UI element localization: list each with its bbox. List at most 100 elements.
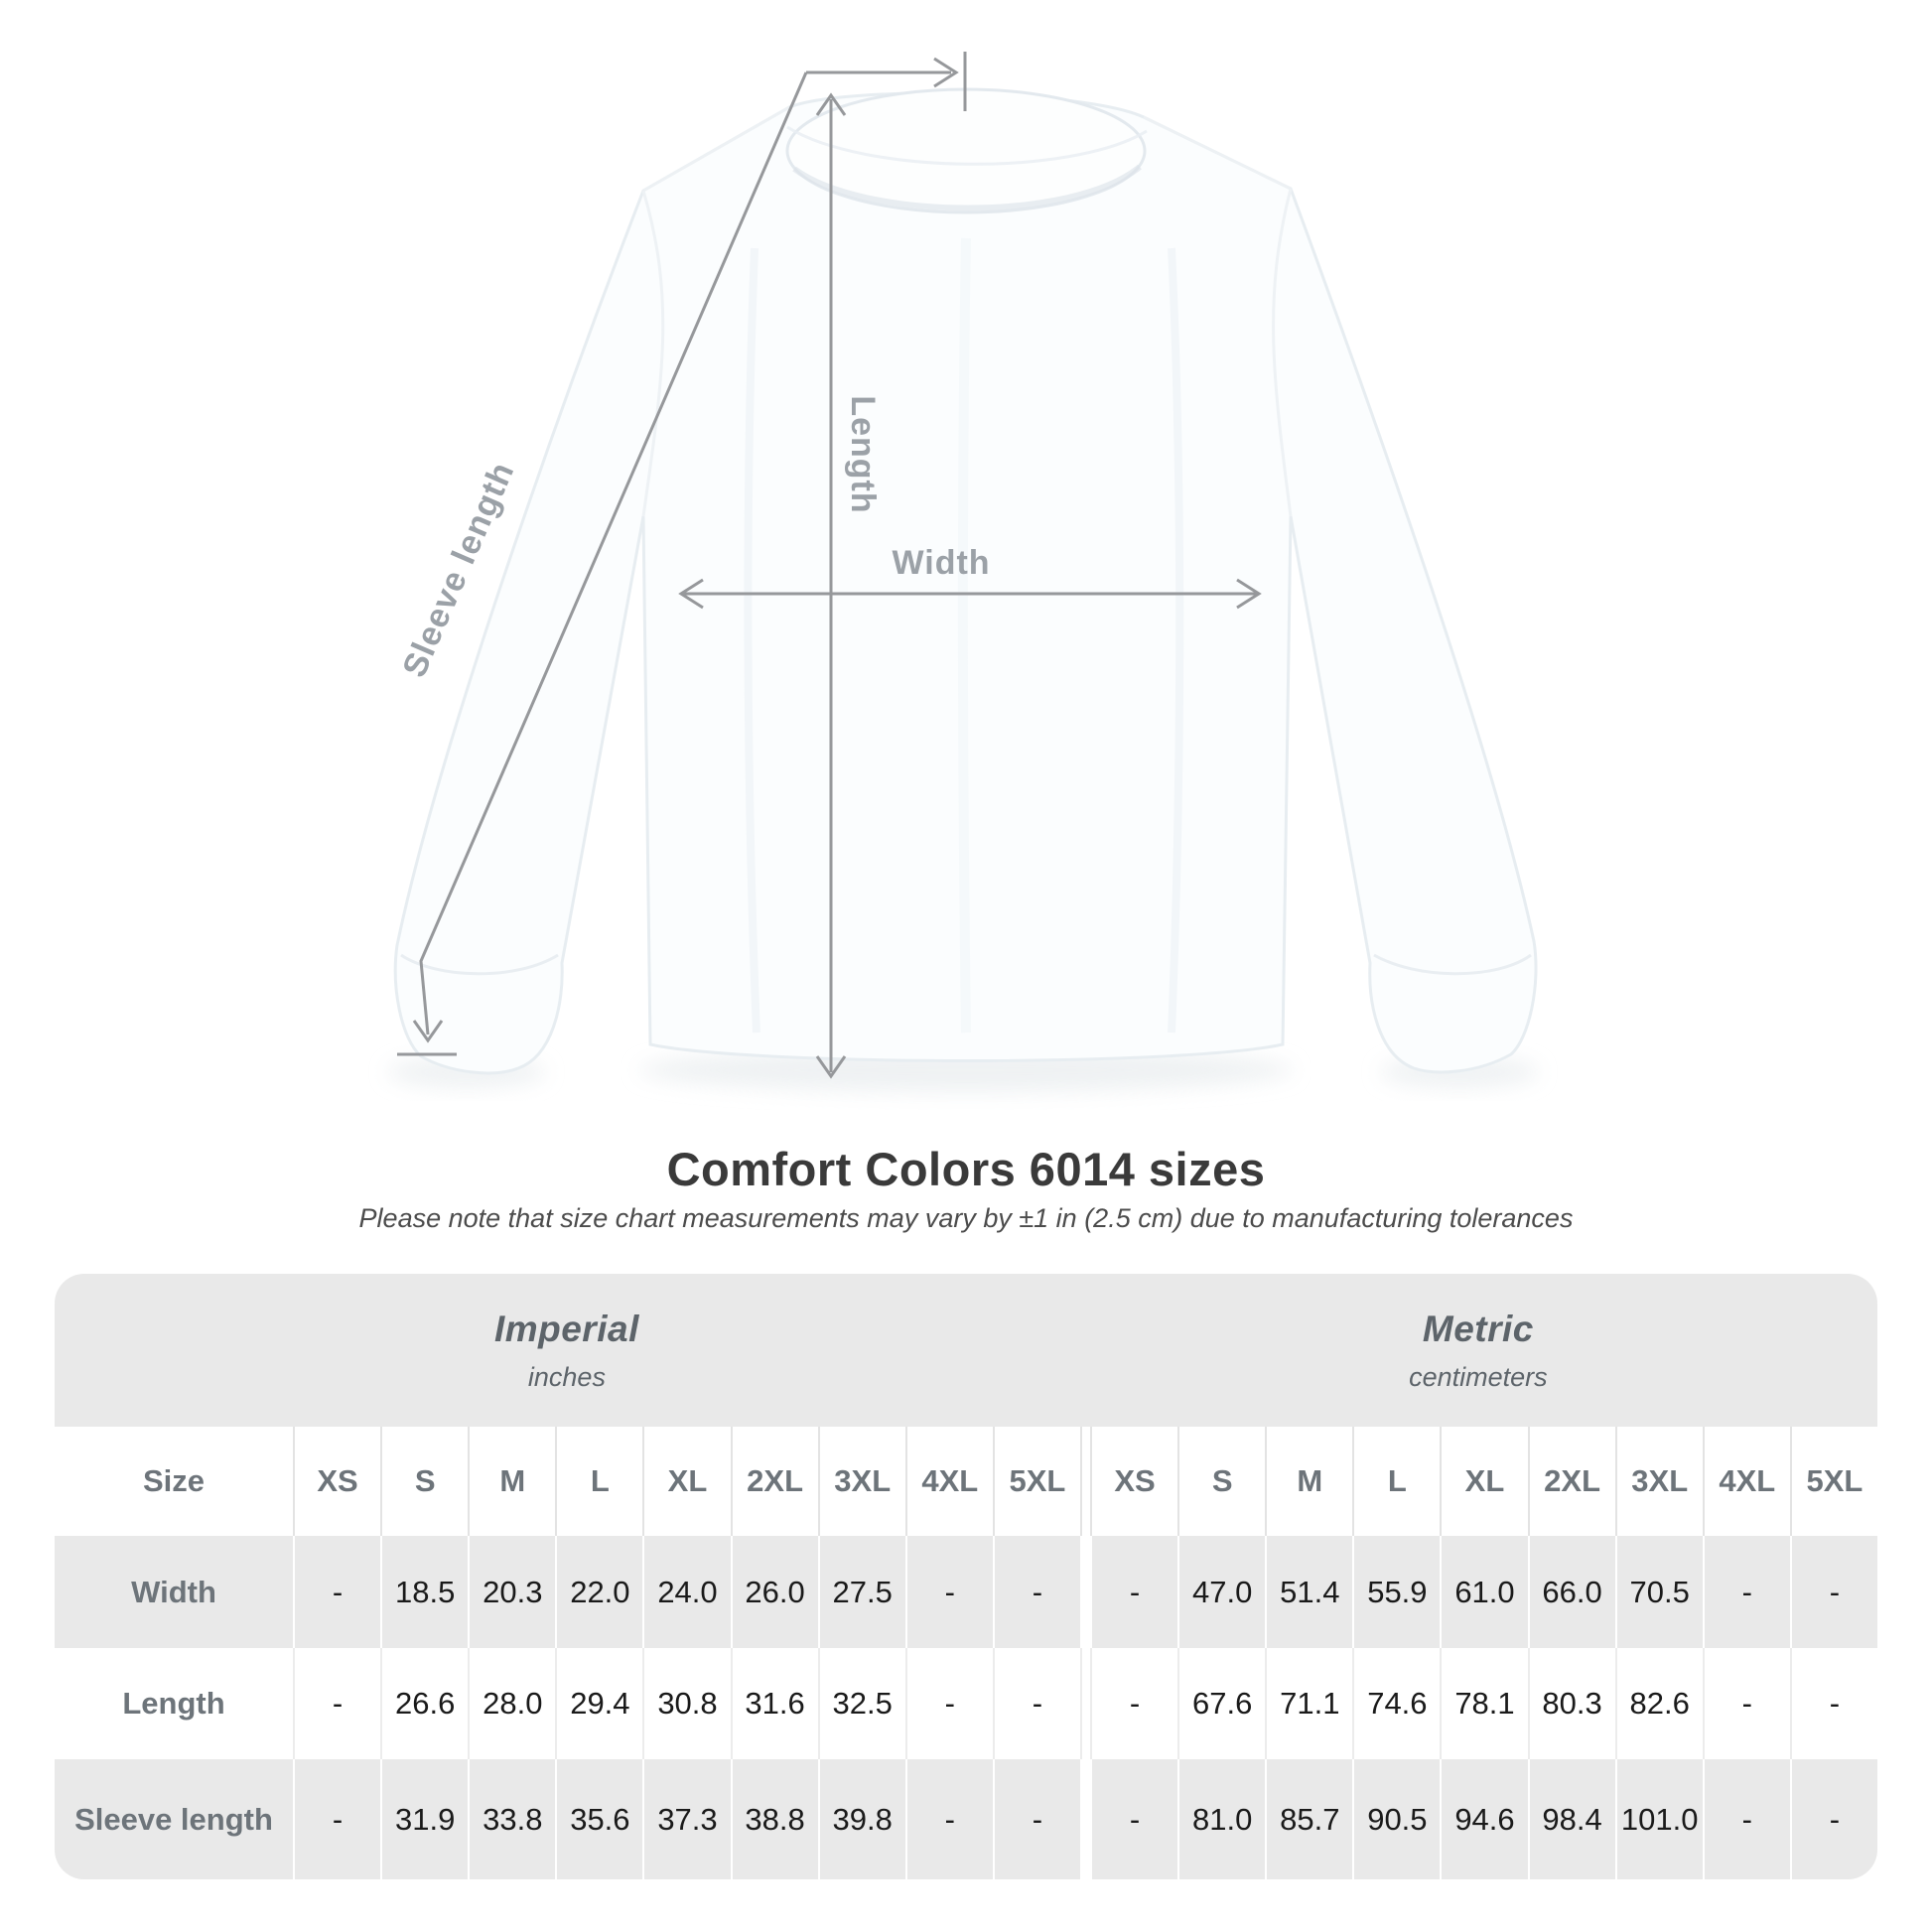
value-cell: 27.5 — [817, 1536, 905, 1648]
value-cell: 32.5 — [817, 1648, 905, 1759]
value-cell: 80.3 — [1527, 1648, 1615, 1759]
metric-header: Metric centimeters — [1079, 1274, 1877, 1427]
table-row: Length -26.6 28.0 29.4 30.8 31.6 32.5- - -67.6 71… — [55, 1648, 1877, 1759]
value-cell: - — [1702, 1759, 1790, 1879]
size-col-header: 4XL — [1702, 1427, 1790, 1536]
value-cell: 47.0 — [1177, 1536, 1265, 1648]
value-cell: - — [904, 1536, 993, 1648]
value-cell: 66.0 — [1527, 1536, 1615, 1648]
shirt-illustration — [393, 87, 1538, 1075]
group-divider — [1080, 1759, 1090, 1879]
value-cell: 78.1 — [1440, 1648, 1527, 1759]
shoulder-arrow — [806, 52, 967, 111]
imperial-subtitle: inches — [527, 1361, 606, 1392]
value-cell: - — [1789, 1759, 1877, 1879]
page-title: Comfort Colors 6014 sizes — [666, 1143, 1266, 1195]
value-cell: 55.9 — [1352, 1536, 1440, 1648]
row-label: Width — [131, 1574, 216, 1609]
value-cell: 37.3 — [642, 1759, 730, 1879]
row-label: Length — [122, 1686, 225, 1721]
size-col-header: 2XL — [1527, 1427, 1615, 1536]
value-cell: 67.6 — [1177, 1648, 1265, 1759]
value-cell: 82.6 — [1614, 1648, 1703, 1759]
value-cell: 94.6 — [1440, 1759, 1527, 1879]
value-cell: - — [293, 1536, 380, 1648]
value-cell: - — [1090, 1759, 1177, 1879]
size-col-header: S — [1177, 1427, 1265, 1536]
value-cell: 26.6 — [380, 1648, 468, 1759]
size-col-header: L — [555, 1427, 642, 1536]
size-col-header: 5XL — [1789, 1427, 1877, 1536]
size-col-header: 3XL — [1614, 1427, 1703, 1536]
value-cell: - — [1090, 1536, 1177, 1648]
value-cell: 35.6 — [555, 1759, 642, 1879]
row-label: Sleeve length — [74, 1801, 273, 1837]
value-cell: 101.0 — [1614, 1759, 1703, 1879]
value-cell: 31.9 — [380, 1759, 468, 1879]
value-cell: 51.4 — [1265, 1536, 1352, 1648]
value-cell: - — [1702, 1648, 1790, 1759]
value-cell: - — [992, 1648, 1080, 1759]
value-cell: 18.5 — [380, 1536, 468, 1648]
value-cell: - — [293, 1759, 380, 1879]
value-cell: 61.0 — [1440, 1536, 1527, 1648]
value-cell: 81.0 — [1177, 1759, 1265, 1879]
value-cell: 39.8 — [817, 1759, 905, 1879]
value-cell: 26.0 — [730, 1536, 818, 1648]
table-row: Width -18.5 20.3 22.0 24.0 26.0 27.5- - -47.0 51.… — [55, 1536, 1877, 1648]
value-cell: 98.4 — [1527, 1759, 1615, 1879]
value-cell: - — [1090, 1648, 1177, 1759]
value-cell: - — [992, 1759, 1080, 1879]
value-cell: - — [1702, 1536, 1790, 1648]
table-row: Size XS S M L XL 2XL 3XL 4XL 5XL XS S M L XL 2XL 3XL 4XL 5… — [55, 1427, 1877, 1536]
size-col-header: L — [1352, 1427, 1440, 1536]
size-col-header: 5XL — [992, 1427, 1080, 1536]
value-cell: 33.8 — [468, 1759, 555, 1879]
size-col-header: S — [380, 1427, 468, 1536]
length-arrow — [815, 92, 847, 1079]
value-cell: 71.1 — [1265, 1648, 1352, 1759]
sleeve-length-arrow — [397, 71, 808, 1056]
tolerance-note: Please note that size chart measurements… — [358, 1203, 1574, 1233]
value-cell: 70.5 — [1614, 1536, 1703, 1648]
width-label: Width — [892, 544, 990, 582]
shirt-measurement-diagram: Sleeve length Length Width — [387, 52, 1539, 1092]
size-col-header: 2XL — [730, 1427, 818, 1536]
size-col-header: XS — [1090, 1427, 1177, 1536]
value-cell: 24.0 — [642, 1536, 730, 1648]
group-divider — [1080, 1536, 1090, 1648]
value-cell: 28.0 — [468, 1648, 555, 1759]
size-header: Size — [142, 1463, 206, 1498]
value-cell: 20.3 — [468, 1536, 555, 1648]
size-col-header: M — [468, 1427, 555, 1536]
width-arrow — [678, 578, 1262, 610]
size-col-header: 3XL — [817, 1427, 905, 1536]
value-cell: - — [992, 1536, 1080, 1648]
size-col-header: XL — [1440, 1427, 1527, 1536]
value-cell: 38.8 — [730, 1759, 818, 1879]
size-table-grid: Size XS S M L XL 2XL 3XL 4XL 5XL XS S M L XL 2XL 3XL 4XL 5… — [55, 1427, 1877, 1879]
value-cell: - — [1789, 1536, 1877, 1648]
value-cell: 30.8 — [642, 1648, 730, 1759]
size-col-header: 4XL — [904, 1427, 993, 1536]
value-cell: 22.0 — [555, 1536, 642, 1648]
value-cell: - — [904, 1759, 993, 1879]
metric-subtitle: centimeters — [1409, 1361, 1548, 1392]
size-col-header: XS — [293, 1427, 380, 1536]
group-divider — [1080, 1648, 1090, 1759]
size-table: Imperial inches Metric centimeters Size X… — [55, 1274, 1877, 1879]
value-cell: - — [1789, 1648, 1877, 1759]
unit-band: Imperial inches Metric centimeters — [55, 1274, 1877, 1427]
size-col-header: M — [1265, 1427, 1352, 1536]
value-cell: 29.4 — [555, 1648, 642, 1759]
value-cell: 90.5 — [1352, 1759, 1440, 1879]
group-divider — [1080, 1427, 1090, 1536]
value-cell: 74.6 — [1352, 1648, 1440, 1759]
value-cell: - — [293, 1648, 380, 1759]
imperial-header: Imperial inches — [55, 1274, 1079, 1427]
value-cell: - — [904, 1648, 993, 1759]
imperial-title: Imperial — [493, 1308, 639, 1349]
metric-title: Metric — [1422, 1308, 1534, 1349]
value-cell: 31.6 — [730, 1648, 818, 1759]
